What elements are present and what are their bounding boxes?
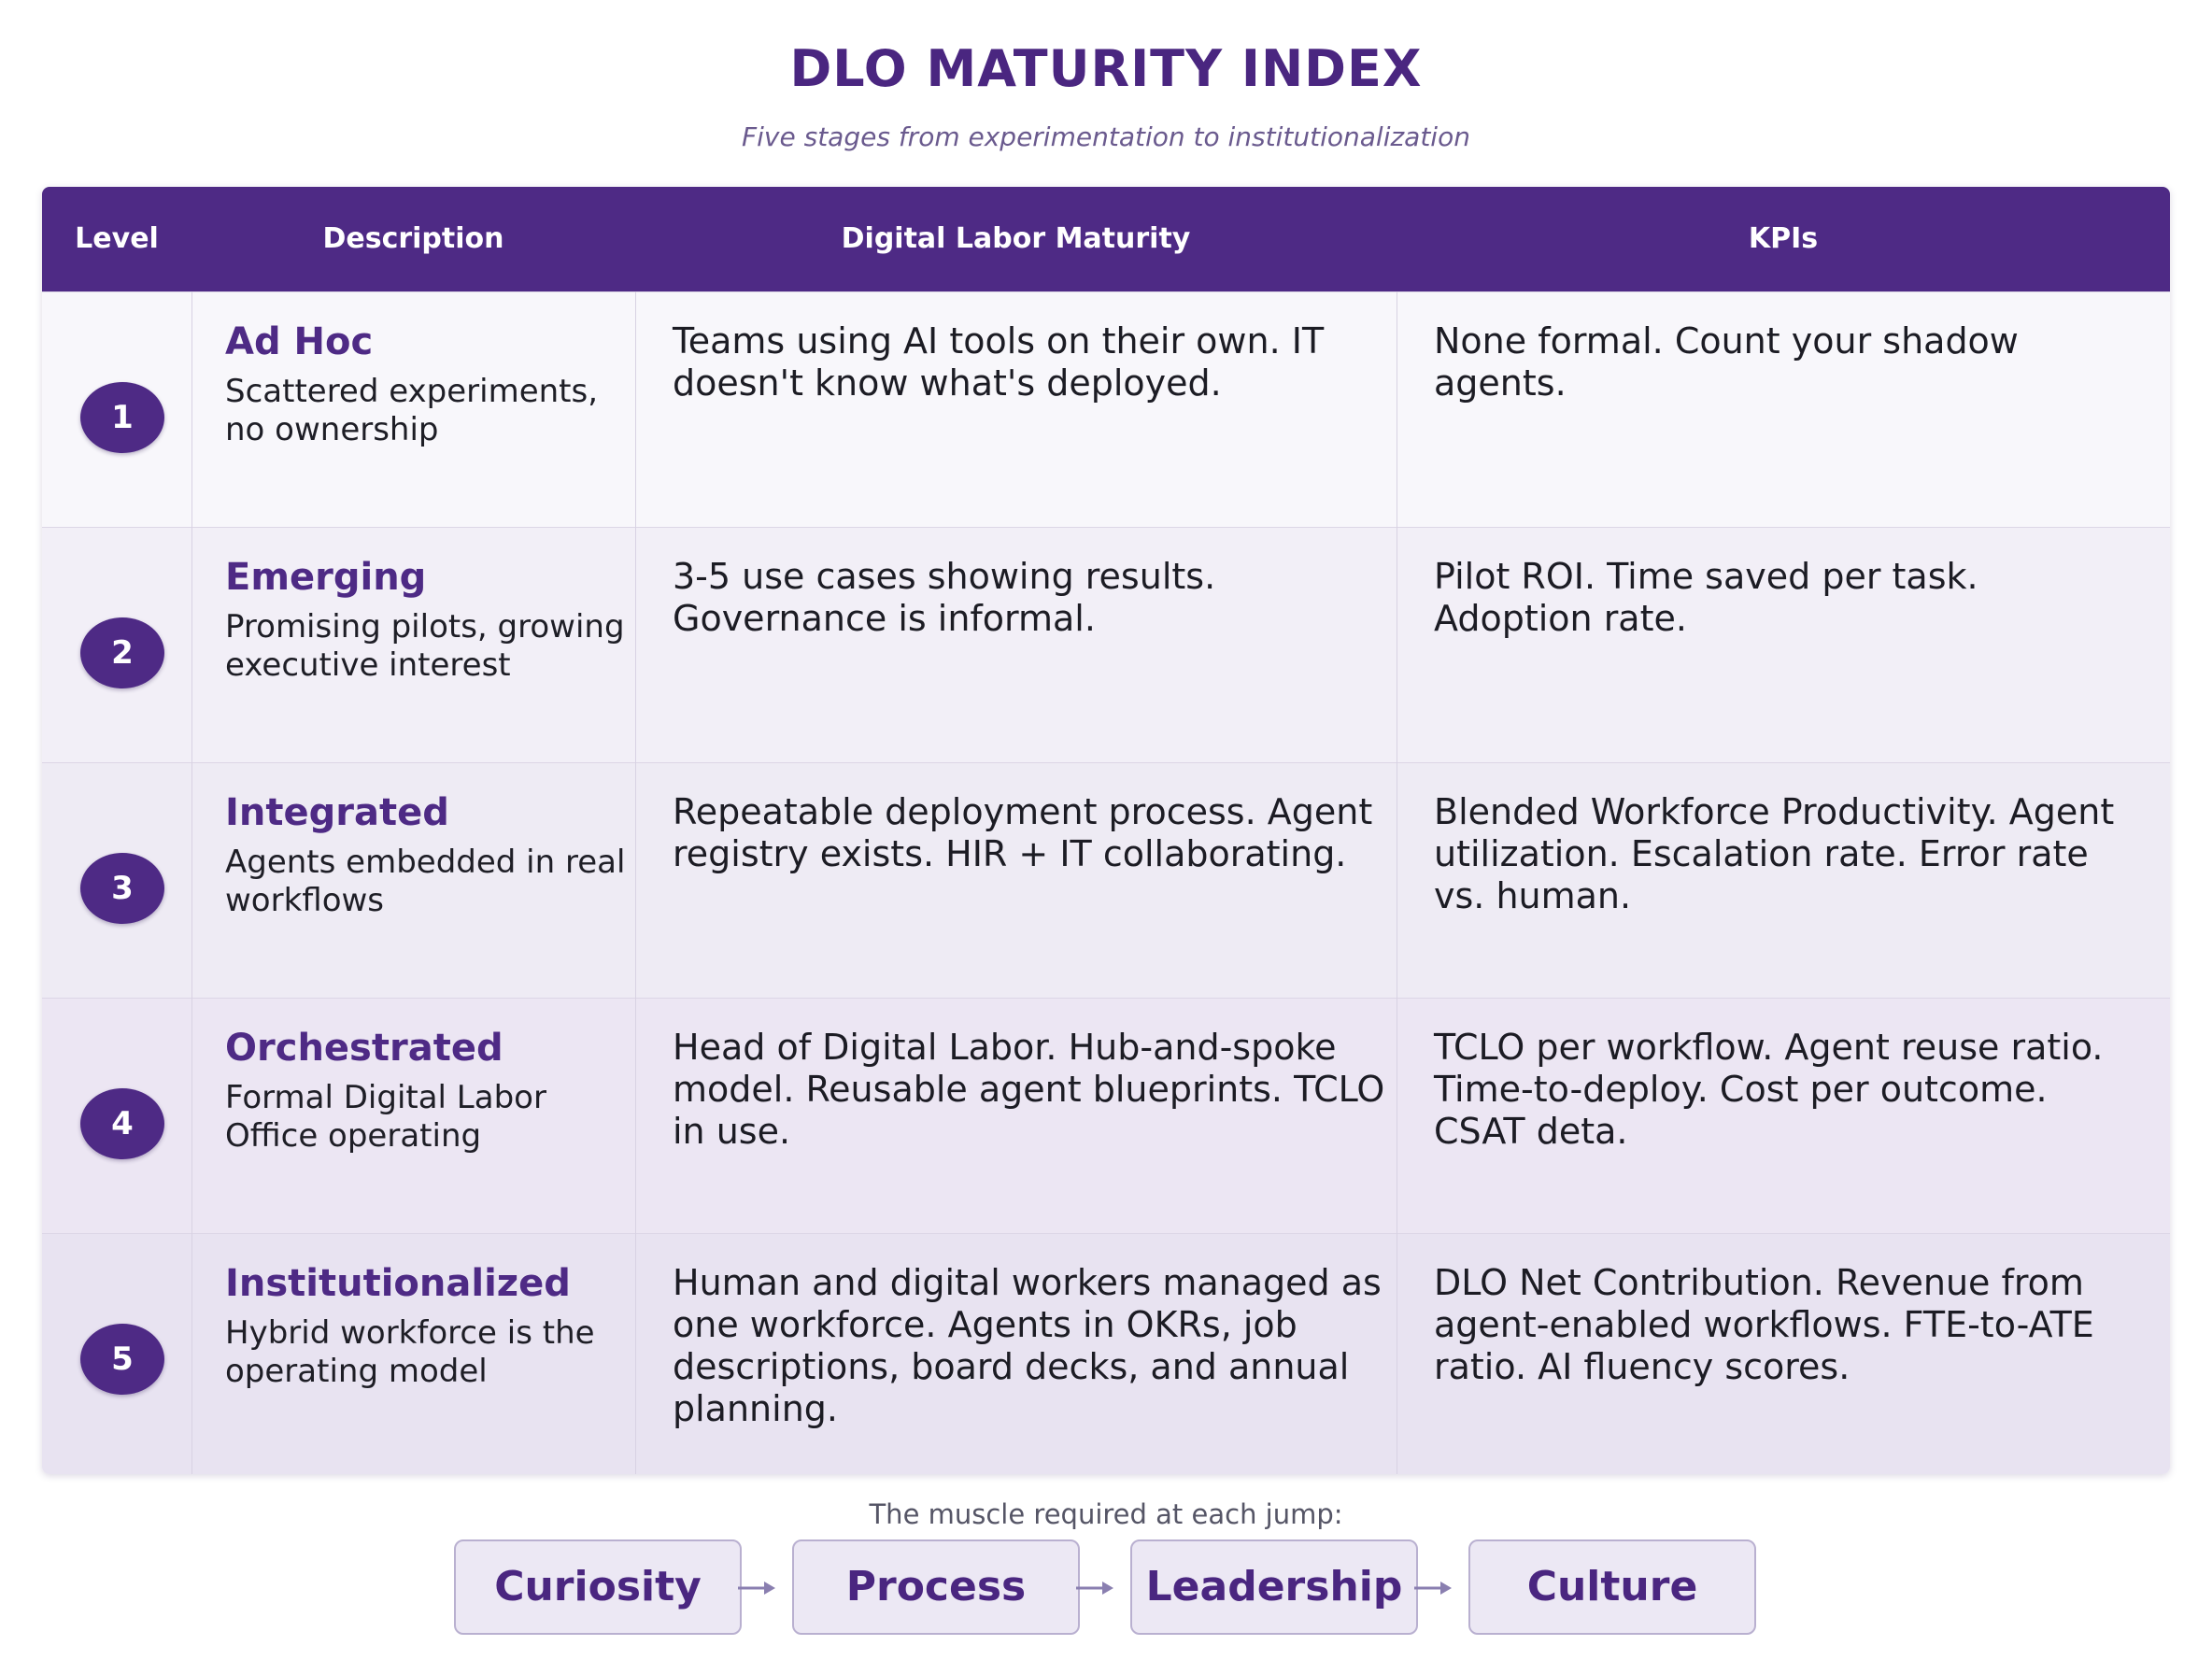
header-maturity: Digital Labor Maturity	[841, 222, 1191, 255]
stage-description: Agents embedded in real workflows	[225, 844, 626, 919]
stage-name: Integrated	[225, 791, 449, 834]
level-badge: 3	[80, 853, 164, 924]
jump-step-process: Process	[792, 1539, 1080, 1635]
maturity-text: Human and digital workers managed as one…	[673, 1262, 1382, 1429]
arrow-right-icon	[1076, 1582, 1113, 1595]
stage-description: Formal Digital Labor Office operating	[225, 1079, 546, 1155]
level-badge: 1	[80, 382, 164, 453]
jump-step-culture: Culture	[1468, 1539, 1756, 1635]
kpi-text: Pilot ROI. Time saved per task. Adoption…	[1434, 556, 1978, 639]
header-description: Description	[322, 222, 504, 255]
stage-description: Promising pilots, growing executive inte…	[225, 608, 625, 684]
page-title: DLO MATURITY INDEX	[789, 39, 1423, 98]
table-row: 5 Institutionalized Hybrid workforce is …	[42, 1233, 2170, 1474]
column-divider	[635, 291, 636, 1474]
jump-step-curiosity: Curiosity	[454, 1539, 742, 1635]
maturity-text: 3-5 use cases showing results. Governanc…	[673, 556, 1216, 639]
jump-label: The muscle required at each jump:	[869, 1498, 1343, 1530]
kpi-text: TCLO per workflow. Agent reuse ratio. Ti…	[1434, 1027, 2104, 1152]
level-badge: 4	[80, 1088, 164, 1159]
stage-name: Institutionalized	[225, 1262, 571, 1305]
page-subtitle: Five stages from experimentation to inst…	[742, 121, 1470, 152]
arrow-right-icon	[738, 1582, 775, 1595]
kpi-text: Blended Workforce Productivity. Agent ut…	[1434, 791, 2115, 916]
table-row: 4 Orchestrated Formal Digital Labor Offi…	[42, 998, 2170, 1233]
maturity-table: Level Description Digital Labor Maturity…	[42, 187, 2170, 1474]
stage-description: Hybrid workforce is the operating model	[225, 1314, 595, 1390]
table-row: 1 Ad Hoc Scattered experiments, no owner…	[42, 291, 2170, 527]
maturity-text: Head of Digital Labor. Hub-and-spoke mod…	[673, 1027, 1385, 1152]
kpi-text: None formal. Count your shadow agents.	[1434, 320, 2019, 404]
maturity-text: Repeatable deployment process. Agent reg…	[673, 791, 1373, 874]
table-header: Level Description Digital Labor Maturity…	[42, 187, 2170, 291]
stage-name: Orchestrated	[225, 1027, 503, 1070]
stage-description: Scattered experiments, no ownership	[225, 373, 599, 448]
header-level: Level	[75, 222, 159, 255]
header-kpis: KPIs	[1748, 222, 1819, 255]
arrow-right-icon	[1414, 1582, 1452, 1595]
column-divider	[191, 291, 192, 1474]
level-badge: 5	[80, 1324, 164, 1395]
stage-name: Emerging	[225, 556, 427, 599]
stage-name: Ad Hoc	[225, 320, 374, 363]
level-badge: 2	[80, 617, 164, 688]
table-row: 2 Emerging Promising pilots, growing exe…	[42, 527, 2170, 762]
kpi-text: DLO Net Contribution. Revenue from agent…	[1434, 1262, 2094, 1387]
jump-step-leadership: Leadership	[1130, 1539, 1418, 1635]
maturity-text: Teams using AI tools on their own. IT do…	[673, 320, 1325, 404]
table-row: 3 Integrated Agents embedded in real wor…	[42, 762, 2170, 998]
